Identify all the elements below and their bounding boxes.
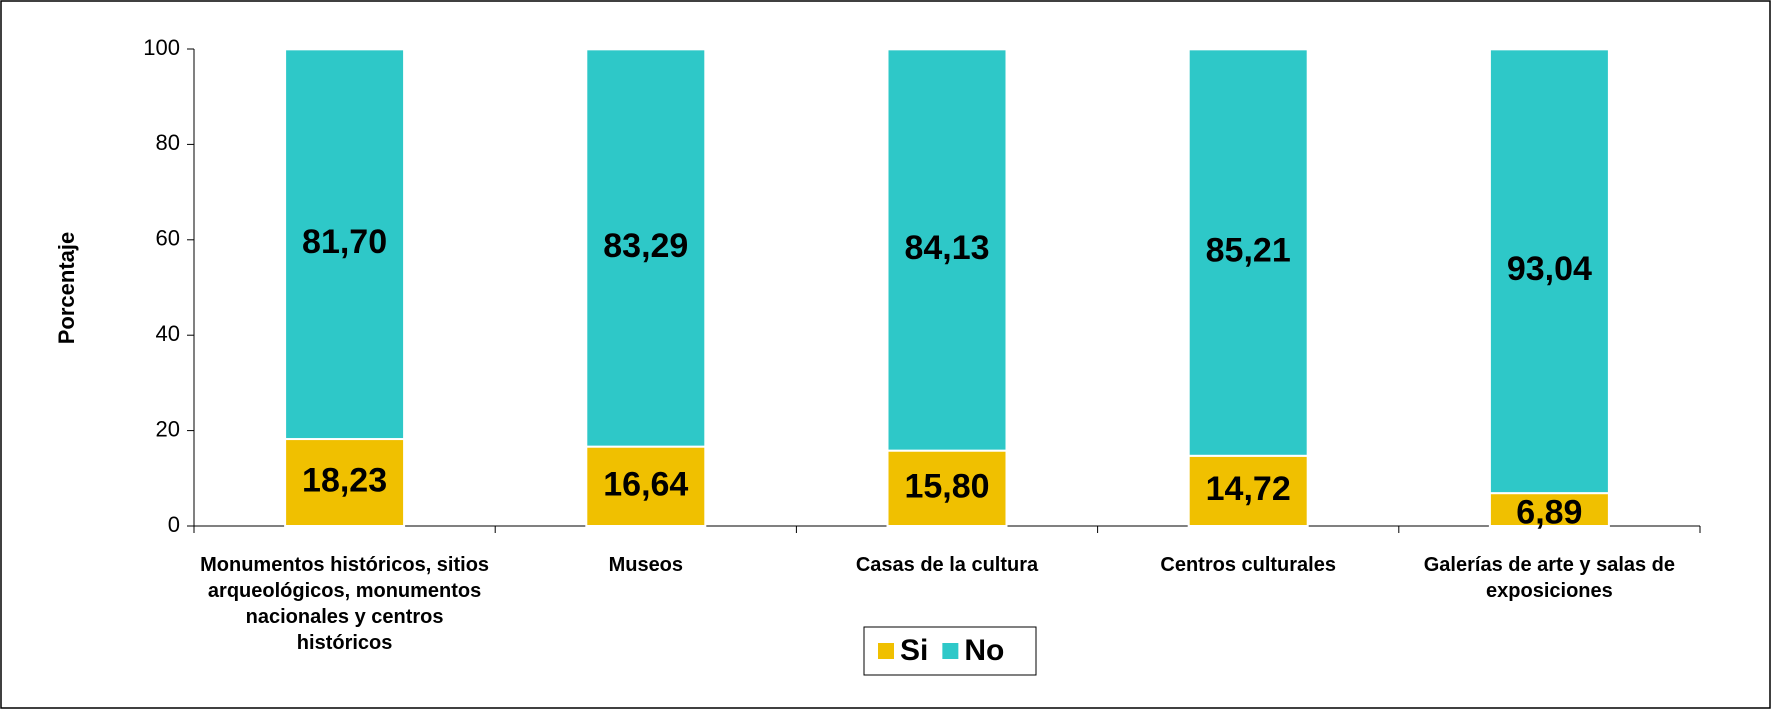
- x-tick-label: Centros culturales: [1160, 554, 1336, 576]
- legend-swatch: [942, 643, 959, 659]
- legend-label: No: [964, 634, 1004, 667]
- legend-swatch: [878, 643, 894, 659]
- x-tick-label: Museos: [608, 554, 684, 576]
- y-tick-label: 60: [156, 226, 180, 251]
- data-label: 16,64: [603, 465, 688, 503]
- data-label: 93,04: [1507, 250, 1592, 288]
- bar-segment: [585, 48, 707, 448]
- data-label: 84,13: [904, 229, 989, 267]
- y-axis-label: Porcentaje: [54, 232, 79, 345]
- data-label: 14,72: [1206, 470, 1291, 508]
- bar-segment: [1187, 454, 1309, 528]
- data-label: 81,70: [302, 223, 387, 261]
- y-tick-label: 80: [156, 130, 180, 155]
- data-label: 6,89: [1516, 494, 1582, 532]
- bar-segment: [284, 48, 406, 441]
- bar-segment: [1488, 492, 1610, 528]
- y-tick-label: 20: [156, 416, 180, 441]
- bar-segment: [886, 48, 1008, 452]
- bar-segment: [585, 445, 707, 527]
- x-tick-label: Monumentos históricos, sitios arqueológi…: [200, 554, 490, 654]
- data-label: 18,23: [302, 462, 387, 500]
- bar-segment: [1187, 48, 1309, 457]
- data-label: 83,29: [603, 227, 688, 265]
- legend-label: Si: [900, 634, 928, 667]
- data-label: 85,21: [1206, 232, 1291, 270]
- x-tick-label: Galerías de arte y salas de exposiciones: [1423, 554, 1676, 602]
- x-tick-label: Casas de la cultura: [855, 554, 1039, 576]
- y-tick-label: 100: [143, 35, 180, 60]
- data-label: 15,80: [904, 467, 989, 505]
- y-tick-label: 0: [168, 512, 180, 537]
- bar-segment: [1488, 48, 1610, 495]
- y-tick-label: 40: [156, 321, 180, 346]
